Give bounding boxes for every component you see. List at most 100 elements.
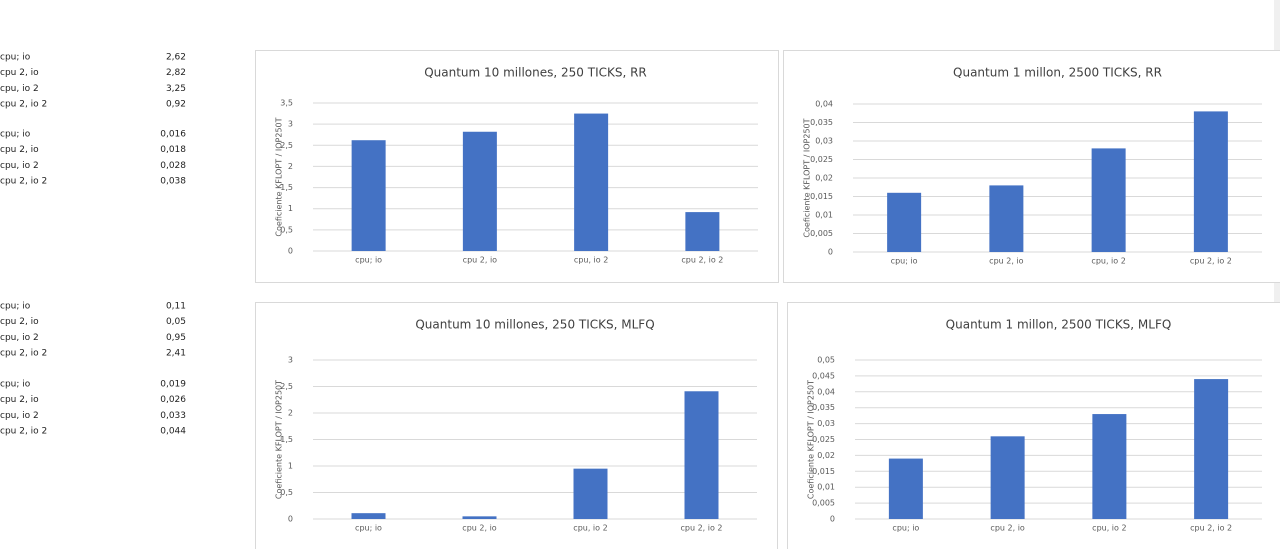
x-tick-label: cpu 2, io 2 [1190, 257, 1232, 266]
cell-value: 0,018 [160, 145, 186, 155]
bar [1091, 148, 1126, 252]
cell-value: 2,62 [166, 53, 186, 63]
bar [1193, 111, 1228, 253]
cell-value: 2,82 [166, 68, 186, 78]
cell-value: 0,033 [160, 411, 186, 421]
bar [573, 468, 608, 519]
y-tick-label: 3 [288, 356, 293, 365]
x-tick-label: cpu; io [891, 257, 918, 266]
y-tick-label: 2 [288, 409, 293, 418]
cell-label: cpu 2, io [0, 317, 39, 327]
y-tick-label: 0,02 [815, 174, 833, 183]
x-tick-label: cpu 2, io [463, 256, 497, 265]
x-tick-label: cpu 2, io [990, 524, 1024, 533]
y-axis-label: Coeficiente KFLOPT / IOP250T [275, 380, 284, 499]
x-tick-label: cpu 2, io 2 [681, 256, 723, 265]
y-axis-label: Coeficiente KFLOPT / IOP250T [807, 380, 816, 499]
bar [990, 436, 1025, 519]
bar [462, 131, 497, 251]
y-tick-label: 1 [288, 204, 293, 213]
cell-value: 0,11 [166, 302, 186, 312]
bar [989, 185, 1024, 252]
y-tick-label: 0,01 [815, 211, 833, 220]
x-tick-label: cpu, io 2 [1092, 524, 1126, 533]
y-tick-label: 0 [828, 248, 833, 257]
y-tick-label: 0 [288, 247, 293, 256]
bar [888, 458, 923, 519]
cell-label: cpu; io [0, 380, 31, 390]
cell-label: cpu 2, io [0, 145, 39, 155]
bar [351, 513, 386, 519]
cell-value: 0,026 [160, 395, 186, 405]
x-tick-label: cpu, io 2 [574, 256, 608, 265]
cell-value: 0,028 [160, 161, 186, 171]
y-tick-label: 0,015 [810, 192, 833, 201]
bar [685, 212, 720, 251]
y-tick-label: 1 [288, 462, 293, 471]
y-tick-label: 3 [288, 120, 293, 129]
cell-value: 0,016 [160, 130, 186, 140]
y-tick-label: 0,025 [812, 435, 835, 444]
bar [1194, 379, 1229, 519]
cell-label: cpu 2, io 2 [0, 100, 47, 110]
x-tick-label: cpu, io 2 [573, 524, 607, 533]
y-tick-label: 2,5 [280, 141, 293, 150]
y-tick-label: 0 [288, 515, 293, 524]
cell-value: 3,25 [166, 84, 186, 94]
cell-label: cpu 2, io [0, 68, 39, 78]
cell-label: cpu; io [0, 130, 31, 140]
x-tick-label: cpu; io [355, 524, 382, 533]
y-tick-label: 0,03 [817, 419, 835, 428]
chart-title: Quantum 10 millones, 250 TICKS, MLFQ [415, 318, 654, 332]
cell-value: 0,019 [160, 380, 186, 390]
cell-value: 0,038 [160, 177, 186, 187]
bar [887, 192, 922, 252]
y-tick-label: 0,5 [280, 488, 293, 497]
y-tick-label: 0 [830, 515, 835, 524]
cell-label: cpu; io [0, 53, 31, 63]
cell-value: 0,92 [166, 100, 186, 110]
cell-value: 2,41 [166, 349, 186, 359]
cell-label: cpu; io [0, 302, 31, 312]
x-tick-label: cpu; io [355, 256, 382, 265]
bar [351, 140, 386, 251]
y-tick-label: 0,045 [812, 371, 835, 380]
chart-title: Quantum 1 millon, 2500 TICKS, MLFQ [946, 318, 1172, 332]
bar [1092, 414, 1127, 519]
cell-label: cpu, io 2 [0, 411, 39, 421]
bar [684, 391, 719, 519]
cell-value: 0,044 [160, 427, 186, 437]
chart-title: Quantum 1 millon, 2500 TICKS, RR [953, 66, 1162, 80]
x-tick-label: cpu; io [892, 524, 919, 533]
y-tick-label: 0,035 [810, 118, 833, 127]
cell-label: cpu 2, io 2 [0, 177, 47, 187]
y-tick-label: 0,005 [812, 499, 835, 508]
y-tick-label: 1,5 [280, 435, 293, 444]
y-tick-label: 0,05 [817, 356, 835, 365]
y-tick-label: 0,04 [815, 100, 833, 109]
bar [574, 113, 609, 251]
cell-label: cpu 2, io 2 [0, 427, 47, 437]
x-tick-label: cpu 2, io 2 [1190, 524, 1232, 533]
chart-title: Quantum 10 millones, 250 TICKS, RR [424, 66, 647, 80]
y-axis-label: Coeficiente KFLOPT / IOP250T [803, 118, 812, 237]
y-tick-label: 3,5 [280, 99, 293, 108]
bar [462, 516, 497, 519]
y-tick-label: 0,02 [817, 451, 835, 460]
cell-label: cpu, io 2 [0, 84, 39, 94]
cell-label: cpu 2, io [0, 395, 39, 405]
x-tick-label: cpu 2, io [989, 257, 1023, 266]
cell-value: 0,95 [166, 333, 186, 343]
y-tick-label: 0,01 [817, 483, 835, 492]
cell-label: cpu, io 2 [0, 161, 39, 171]
y-tick-label: 0,025 [810, 155, 833, 164]
cell-value: 0,05 [166, 317, 186, 327]
y-tick-label: 0,005 [810, 229, 833, 238]
y-tick-label: 1,5 [280, 183, 293, 192]
cell-label: cpu, io 2 [0, 333, 39, 343]
y-tick-label: 0,015 [812, 467, 835, 476]
x-tick-label: cpu, io 2 [1091, 257, 1125, 266]
y-tick-label: 0,03 [815, 137, 833, 146]
